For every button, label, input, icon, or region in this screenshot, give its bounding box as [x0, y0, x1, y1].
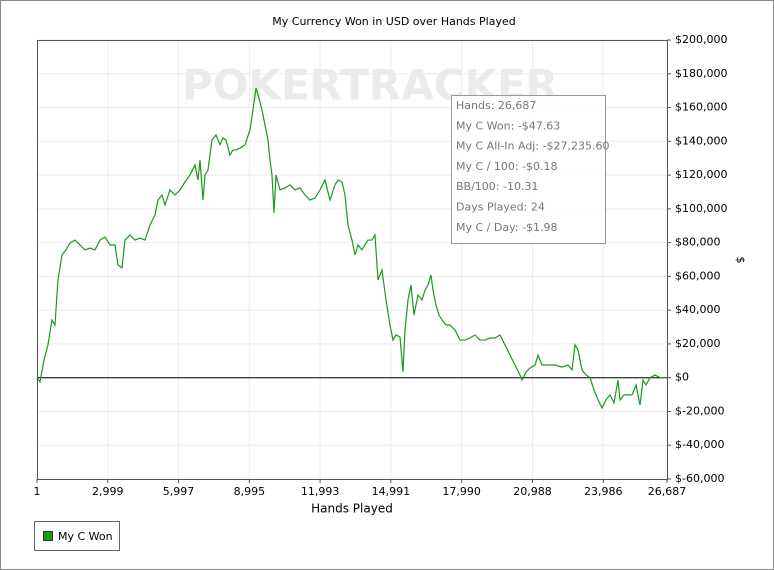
x-axis-label: Hands Played — [311, 502, 393, 516]
x-tick-label: 1 — [34, 485, 41, 498]
info-line: Days Played: 24 — [456, 201, 545, 214]
legend: My C Won — [34, 521, 120, 551]
info-line: My C All-In Adj: -$27,235.60 — [456, 140, 610, 153]
y-tick-label: $-40,000 — [675, 438, 724, 451]
info-frame — [451, 95, 606, 244]
y-tick-label: $140,000 — [675, 134, 728, 147]
x-tick-label: 23,986 — [584, 485, 623, 498]
y-tick-label: $100,000 — [675, 202, 728, 215]
y-axis-label: $ — [734, 257, 747, 264]
y-tick-label: $80,000 — [675, 236, 721, 249]
y-tick-label: $200,000 — [675, 33, 728, 46]
info-line: Hands: 26,687 — [456, 99, 536, 112]
info-line: My C Won: -$47.63 — [456, 119, 560, 132]
info-line: BB/100: -10.31 — [456, 180, 538, 193]
x-tick-label: 2,999 — [92, 485, 124, 498]
y-tick-label: $160,000 — [675, 101, 728, 114]
x-tick-label: 5,997 — [163, 485, 195, 498]
x-tick-label: 11,993 — [301, 485, 340, 498]
plot — [36, 87, 668, 410]
y-tick-label: $40,000 — [675, 303, 721, 316]
x-tick-label: 17,990 — [442, 485, 481, 498]
x-tick-label: 26,687 — [648, 485, 687, 498]
y-tick-label: $-60,000 — [675, 472, 724, 485]
y-tick-label: $0 — [675, 371, 689, 384]
y-tick-label: $120,000 — [675, 168, 728, 181]
y-tick-label: $180,000 — [675, 67, 728, 80]
info-line: My C / Day: -$1.98 — [456, 221, 557, 234]
x-tick-label: 8,995 — [234, 485, 266, 498]
x-tick-label: 14,991 — [372, 485, 411, 498]
info-box: Hands: 26,687 My C Won: -$47.63 My C All-I… — [451, 95, 610, 244]
chart-title: My Currency Won in USD over Hands Played — [272, 15, 515, 28]
info-line: My C / 100: -$0.18 — [456, 160, 558, 173]
x-tick-label: 20,988 — [513, 485, 552, 498]
y-tick-label: $-20,000 — [675, 404, 724, 417]
plot-border — [37, 40, 668, 480]
y-tick-label: $20,000 — [675, 337, 721, 350]
legend-swatch — [43, 531, 53, 541]
series-line — [36, 87, 668, 410]
y-tick-label: $60,000 — [675, 269, 721, 282]
legend-label: My C Won — [58, 530, 113, 543]
